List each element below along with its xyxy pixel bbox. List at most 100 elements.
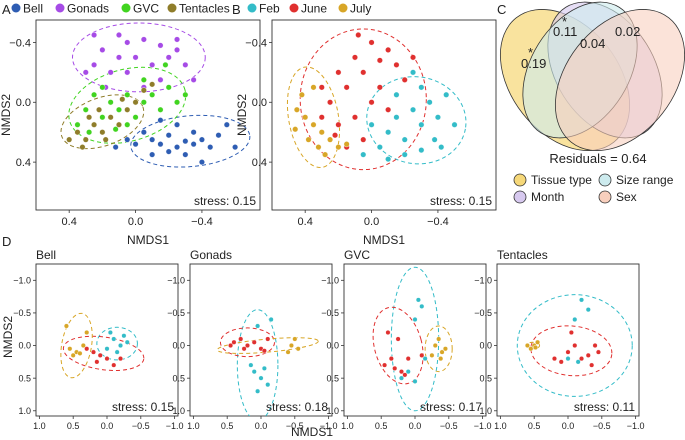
- point-d-tentacles-feb-0: [578, 297, 585, 303]
- point-d-gvc-june-3: [398, 369, 405, 375]
- venn-value-overlap: 0.04: [580, 36, 605, 51]
- point-d-gonads-feb-4: [255, 323, 261, 329]
- point-d-tentacles-june-5: [558, 359, 564, 365]
- venn-value-month: 0.11: [553, 24, 577, 39]
- point-a-gonads-11: [149, 61, 156, 68]
- x-tick-label-d-gvc-4: −1.0: [474, 421, 492, 431]
- point-a-gonads-3: [173, 46, 181, 54]
- point-d-bell-july-1: [67, 346, 73, 352]
- x-tick-label-d-gonads-0: 1.0: [187, 421, 200, 431]
- x-tick-label-d-tentacles-1: 0.5: [528, 421, 541, 431]
- point-b-july-12: [292, 126, 299, 133]
- subplot-title-d-gonads: Gonads: [190, 248, 232, 262]
- point-d-bell-july-4: [84, 329, 90, 336]
- subplot-title-d-bell: Bell: [36, 248, 56, 262]
- ellipse-a-gvc: [68, 66, 187, 144]
- x-tick-label-d-tentacles-4: −1.0: [627, 421, 645, 431]
- y-tick-label-d-gvc-1: −0.5: [321, 308, 339, 318]
- x-tick-label-b-0: 0.4: [298, 216, 313, 228]
- legend-swatch-a-bell: [11, 3, 21, 13]
- point-d-bell-june-5: [117, 355, 124, 362]
- point-b-june-6: [376, 84, 383, 91]
- point-d-gonads-june-0: [238, 336, 244, 342]
- x-tick-label-d-gvc-1: 0.5: [375, 421, 388, 431]
- point-d-tentacles-june-1: [565, 349, 571, 355]
- point-a-bell-11: [165, 148, 172, 155]
- x-tick-label-d-bell-4: −1.0: [166, 421, 184, 431]
- point-a-gvc-15: [140, 76, 147, 83]
- point-d-tentacles-feb-1: [585, 307, 591, 313]
- point-a-bell-3: [165, 132, 172, 139]
- ellipse-a-gonads: [72, 22, 206, 93]
- point-b-june-2: [351, 54, 359, 61]
- y-tick-label-d-gvc-3: 0.5: [326, 373, 339, 383]
- y-tick-label-d-tentacles-3: 0.5: [479, 373, 492, 383]
- point-b-feb-2: [418, 121, 425, 128]
- point-a-tentacles-6: [79, 144, 86, 151]
- point-b-feb-4: [426, 99, 433, 106]
- point-b-june-3: [335, 69, 342, 76]
- y-tick-label-d-tentacles-2: 0.0: [479, 341, 492, 351]
- point-a-bell-15: [198, 159, 206, 166]
- plot-area-b: [286, 28, 467, 171]
- y-axis-title-b: NMDS2: [235, 94, 249, 136]
- point-b-june-21: [318, 114, 325, 121]
- point-d-gonads-june-7: [227, 342, 234, 349]
- point-a-bell-8: [207, 144, 214, 151]
- y-tick-label-b-0: −0.4: [245, 37, 267, 49]
- plot-frame-d-gvc: [343, 263, 487, 417]
- point-d-tentacles-feb-2: [572, 316, 578, 323]
- point-a-gvc-11: [173, 99, 181, 106]
- plot-area-d-tentacles: [516, 294, 633, 397]
- point-a-bell-6: [190, 129, 197, 136]
- point-b-june-11: [368, 99, 375, 106]
- ellipse-b-july: [286, 66, 341, 169]
- point-d-tentacles-june-2: [578, 355, 585, 362]
- point-d-bell-feb-2: [124, 339, 130, 345]
- point-a-gvc-5: [124, 91, 131, 98]
- y-tick-label-d-bell-3: 0.5: [18, 373, 31, 383]
- legend-label-a-bell: Bell: [23, 2, 43, 16]
- x-tick-label-a-0: 0.4: [62, 216, 77, 228]
- venn-value-size-range: 0.02: [615, 24, 640, 39]
- point-b-june-17: [401, 76, 408, 83]
- point-b-feb-19: [418, 147, 425, 154]
- point-d-gonads-feb-1: [251, 369, 257, 375]
- plot-area-d-gvc: [372, 266, 453, 412]
- point-b-june-15: [360, 136, 367, 143]
- point-d-gvc-june-8: [402, 372, 408, 378]
- point-b-june-8: [409, 54, 417, 61]
- point-d-gvc-june-2: [392, 365, 398, 371]
- chart-panel-d-tentacles: 1.0 0.5 0.0 −0.5 −1.0 −1.0 −0.5 0.0 0.5 1.0 Tentac…: [474, 248, 644, 431]
- y-tick-label-d-gonads-3: 0.5: [172, 373, 185, 383]
- y-tick-label-d-gonads-2: 0.0: [172, 341, 185, 351]
- point-a-gvc-1: [90, 91, 98, 98]
- point-a-gonads-4: [182, 61, 189, 68]
- point-b-feb-0: [385, 129, 392, 136]
- point-b-june-13: [335, 121, 342, 128]
- legend-label-b-june: June: [301, 2, 327, 16]
- point-b-feb-7: [376, 144, 383, 151]
- point-a-gonads-8: [99, 46, 106, 54]
- point-b-feb-3: [434, 114, 442, 121]
- x-tick-label-d-bell-0: 1.0: [33, 421, 46, 431]
- point-a-gonads-0: [124, 39, 131, 46]
- legend-swatch-a-gvc: [121, 3, 131, 13]
- legend-label-b-feb: Feb: [259, 2, 280, 16]
- point-d-gvc-feb-3: [405, 369, 411, 375]
- plot-frame-d-tentacles: [496, 263, 640, 417]
- panel-label-b: B: [232, 2, 241, 17]
- y-tick-label-d-bell-2: 0.0: [18, 341, 31, 351]
- x-tick-label-d-gonads-4: −1.0: [320, 421, 338, 431]
- legend-label-b-july: July: [350, 2, 371, 16]
- point-b-june-5: [360, 69, 367, 76]
- point-d-bell-feb-3: [114, 349, 120, 355]
- point-d-bell-feb-4: [104, 346, 110, 352]
- plot-area-a: [60, 22, 251, 168]
- point-d-tentacles-july-3: [524, 342, 531, 349]
- point-d-tentacles-july-2: [534, 339, 541, 345]
- venn-legend-sex: Sex: [616, 190, 637, 204]
- chart-panel-b: 0.4 0.0 −0.4 −0.4 0.0 0.4 NMDS1 NMDS2 stress: 0.…: [235, 2, 497, 247]
- point-a-bell-4: [173, 144, 181, 151]
- point-d-bell-june-2: [111, 362, 117, 368]
